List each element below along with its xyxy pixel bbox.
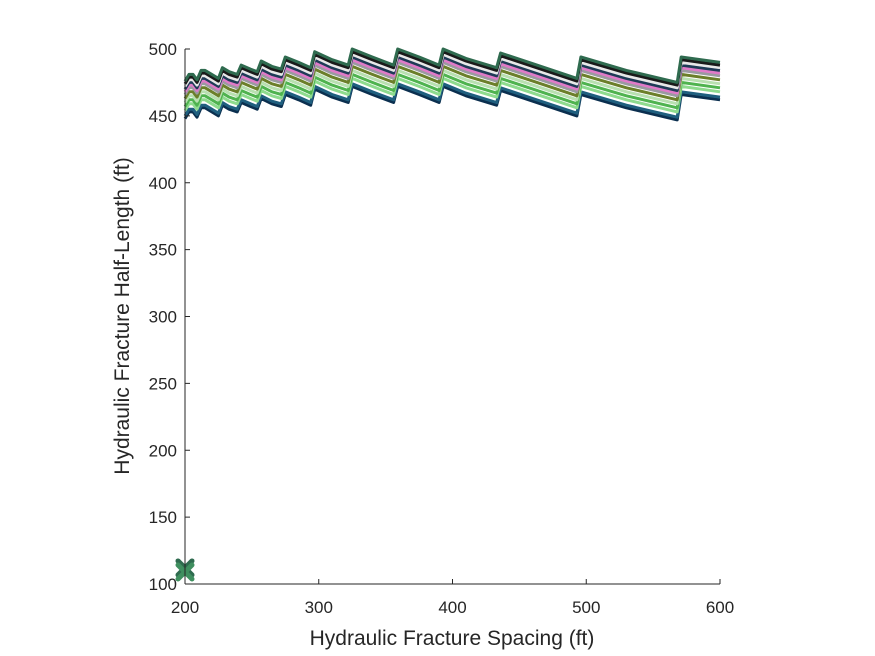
x-tick-label: 500 xyxy=(572,598,600,617)
axes xyxy=(184,49,720,585)
y-tick-label: 100 xyxy=(149,575,177,594)
y-axis-label: Hydraulic Fracture Half-Length (ft) xyxy=(111,157,134,474)
y-tick-label: 400 xyxy=(149,174,177,193)
x-tick-label: 600 xyxy=(706,598,734,617)
x-tick-label: 400 xyxy=(438,598,466,617)
series-line xyxy=(183,47,721,84)
y-tick-label: 450 xyxy=(149,107,177,126)
x-axis-label: Hydraulic Fracture Spacing (ft) xyxy=(310,627,595,650)
series-layer xyxy=(183,47,721,122)
y-ticks: 100 150 200 250 300 350 400 450 500 xyxy=(149,40,190,594)
y-tick-label: 500 xyxy=(149,40,177,59)
x-tick-label: 300 xyxy=(305,598,333,617)
y-tick-label: 250 xyxy=(149,374,177,393)
x-tick-label: 200 xyxy=(171,598,199,617)
x-ticks: 200 300 400 500 600 xyxy=(171,579,734,617)
y-tick-label: 150 xyxy=(149,508,177,527)
y-tick-label: 350 xyxy=(149,241,177,260)
y-tick-label: 200 xyxy=(149,441,177,460)
y-tick-label: 300 xyxy=(149,308,177,327)
